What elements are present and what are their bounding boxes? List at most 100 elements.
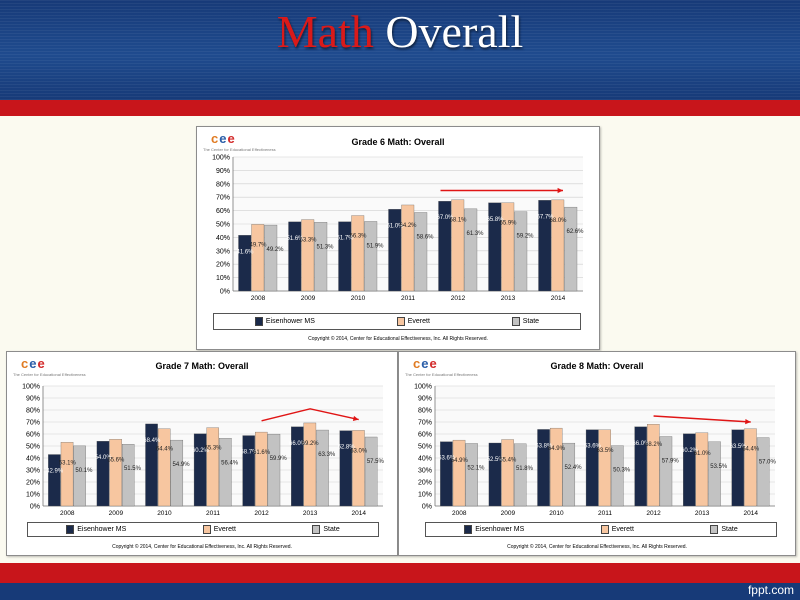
data-label-state-2009: 51.5% (124, 466, 142, 472)
y-tick-label: 40% (216, 235, 230, 242)
bar-everett-2013 (303, 422, 317, 507)
x-tick-label: 2009 (301, 295, 316, 302)
data-label-state-2010: 54.9% (173, 462, 191, 468)
data-label-state-2013: 59.2% (516, 234, 534, 240)
legend-item-everett: Everett (202, 525, 236, 534)
data-label-eisenhower-2012: 58.7% (240, 450, 258, 456)
bar-everett-2010 (549, 427, 563, 507)
legend-item-state: State (511, 317, 539, 326)
bar-state-2008 (73, 445, 86, 507)
data-label-eisenhower-2012: 66.0% (632, 441, 650, 447)
data-label-state-2012: 57.9% (662, 459, 680, 465)
bar-eisenhower-2013 (488, 202, 502, 292)
title-word-math: Math (276, 6, 374, 57)
y-tick-label: 30% (418, 468, 432, 475)
y-tick-label: 10% (418, 492, 432, 499)
bar-everett-2012 (451, 199, 465, 292)
chart-title: Grade 7 Math: Overall (155, 361, 249, 371)
data-label-everett-2010: 64.4% (156, 447, 174, 453)
y-tick-label: 50% (418, 444, 432, 451)
bottom-red-band (0, 563, 800, 583)
legend-item-state: State (312, 525, 340, 534)
data-label-everett-2012: 68.2% (645, 442, 663, 448)
bar-state-2009 (314, 222, 328, 292)
y-tick-label: 20% (26, 480, 40, 487)
bar-state-2010 (364, 221, 378, 292)
chart-panel-grade7: cee The Center for Educational Effective… (6, 351, 398, 556)
y-tick-label: 70% (26, 420, 40, 427)
bar-everett-2010 (351, 215, 365, 292)
data-label-everett-2014: 63.0% (350, 448, 368, 454)
y-tick-label: 30% (216, 248, 230, 255)
y-tick-label: 50% (26, 444, 40, 451)
y-tick-label: 100% (212, 155, 230, 162)
data-label-everett-2013: 65.9% (499, 221, 517, 227)
y-tick-label: 20% (418, 480, 432, 487)
y-tick-label: 80% (26, 408, 40, 415)
trend-arrow-head (557, 187, 563, 194)
bar-eisenhower-2014 (731, 429, 745, 507)
y-tick-label: 70% (418, 420, 432, 427)
bar-everett-2009 (109, 439, 122, 507)
x-tick-label: 2010 (157, 510, 172, 517)
data-label-eisenhower-2010: 63.8% (535, 443, 553, 449)
bar-eisenhower-2009 (288, 221, 302, 292)
y-tick-label: 90% (216, 168, 230, 175)
y-tick-label: 60% (216, 208, 230, 215)
bar-eisenhower-2013 (291, 426, 304, 507)
bar-everett-2014 (744, 428, 757, 507)
y-tick-label: 80% (418, 408, 432, 415)
chart-grade8: 0% 10% 20% 30% 40% 50% 60% 70% 80% 90% 100% 53.6% 52… (414, 384, 777, 518)
legend-item-eisenhower: Eisenhower MS (254, 317, 315, 326)
data-label-state-2010: 51.9% (366, 243, 384, 249)
bar-state-2011 (219, 438, 232, 507)
y-tick-label: 10% (216, 275, 230, 282)
bar-eisenhower-2010 (145, 423, 158, 507)
page-title: Math Overall (0, 5, 800, 58)
x-tick-label: 2012 (254, 510, 269, 517)
bar-state-2009 (514, 443, 527, 507)
bar-everett-2013 (501, 202, 515, 292)
data-label-state-2014: 57.0% (759, 460, 777, 466)
bar-everett-2008 (452, 439, 466, 507)
bar-eisenhower-2010 (537, 429, 550, 507)
data-label-state-2012: 59.9% (270, 456, 288, 462)
cee-logo-subtitle: The Center for Educational Effectiveness (405, 372, 478, 377)
data-label-eisenhower-2014: 63.5% (730, 444, 748, 450)
chart-panel-grade6: cee The Center for Educational Effective… (196, 126, 600, 350)
y-tick-label: 90% (26, 396, 40, 403)
x-tick-label: 2013 (501, 295, 516, 302)
y-tick-label: 20% (216, 262, 230, 269)
x-tick-label: 2010 (549, 510, 564, 517)
data-label-everett-2011: 63.5% (596, 448, 614, 454)
chart-grade7: 0% 10% 20% 30% 40% 50% 60% 70% 80% 90% 100% 42.9% 54… (22, 384, 385, 518)
data-label-everett-2008: 49.7% (249, 242, 267, 248)
x-tick-label: 2012 (646, 510, 661, 517)
chart-legend: Eisenhower MS Everett State (425, 522, 777, 537)
data-label-state-2014: 57.5% (367, 459, 385, 465)
bar-state-2013 (708, 441, 721, 507)
data-label-eisenhower-2010: 68.4% (143, 438, 161, 444)
data-label-eisenhower-2011: 60.2% (192, 448, 210, 454)
trend-arrow (261, 408, 359, 422)
legend-item-state: State (710, 525, 738, 534)
bar-state-2010 (562, 442, 576, 507)
data-label-everett-2009: 53.3% (299, 238, 317, 244)
bar-everett-2011 (206, 427, 219, 507)
x-tick-label: 2012 (451, 295, 466, 302)
bar-everett-2009 (501, 439, 514, 507)
bar-everett-2010 (157, 428, 171, 507)
x-tick-label: 2011 (206, 510, 220, 517)
bar-everett-2014 (551, 199, 565, 292)
data-label-eisenhower-2010: 51.7% (336, 236, 354, 242)
y-tick-label: 60% (418, 432, 432, 439)
data-label-state-2009: 51.8% (516, 466, 534, 472)
bar-state-2012 (267, 433, 281, 507)
bar-state-2014 (564, 206, 578, 292)
copyright-notice: Copyright © 2014, Center for Educational… (507, 544, 687, 550)
copyright-notice: Copyright © 2014, Center for Educational… (308, 336, 488, 342)
data-label-state-2011: 58.6% (416, 234, 434, 240)
y-tick-label: 0% (422, 504, 432, 511)
chart-legend: Eisenhower MS Everett State (27, 522, 379, 537)
data-label-everett-2012: 61.6% (253, 450, 271, 456)
